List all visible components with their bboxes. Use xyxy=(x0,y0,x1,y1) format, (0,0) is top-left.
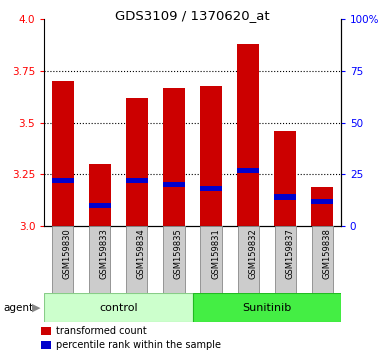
Bar xyxy=(274,131,296,226)
Bar xyxy=(163,182,185,187)
Bar xyxy=(89,164,111,226)
Text: agent: agent xyxy=(4,303,34,313)
Text: GSM159830: GSM159830 xyxy=(63,229,72,279)
FancyBboxPatch shape xyxy=(163,226,184,293)
Text: GSM159831: GSM159831 xyxy=(211,229,220,279)
Text: Sunitinib: Sunitinib xyxy=(242,303,291,313)
Bar xyxy=(52,81,74,226)
FancyBboxPatch shape xyxy=(192,293,341,322)
Text: GSM159837: GSM159837 xyxy=(285,229,294,279)
FancyBboxPatch shape xyxy=(275,226,296,293)
Bar xyxy=(200,86,222,226)
FancyBboxPatch shape xyxy=(52,226,74,293)
Bar xyxy=(200,186,222,191)
Bar xyxy=(237,44,259,226)
Bar xyxy=(126,178,148,183)
Bar xyxy=(237,167,259,173)
Bar xyxy=(126,98,148,226)
Bar xyxy=(52,178,74,183)
Text: GSM159833: GSM159833 xyxy=(100,229,109,279)
Bar xyxy=(163,87,185,226)
Legend: transformed count, percentile rank within the sample: transformed count, percentile rank withi… xyxy=(42,326,221,350)
Text: GDS3109 / 1370620_at: GDS3109 / 1370620_at xyxy=(115,9,270,22)
Text: GSM159838: GSM159838 xyxy=(322,229,331,279)
FancyBboxPatch shape xyxy=(238,226,259,293)
Text: GSM159834: GSM159834 xyxy=(137,229,146,279)
Text: control: control xyxy=(99,303,138,313)
Bar xyxy=(274,194,296,200)
FancyBboxPatch shape xyxy=(201,226,222,293)
Bar xyxy=(89,202,111,208)
FancyBboxPatch shape xyxy=(44,293,192,322)
FancyBboxPatch shape xyxy=(126,226,147,293)
Text: GSM159835: GSM159835 xyxy=(174,229,183,279)
Bar xyxy=(311,199,333,204)
Text: GSM159832: GSM159832 xyxy=(248,229,257,279)
FancyBboxPatch shape xyxy=(311,226,333,293)
Bar xyxy=(311,187,333,226)
FancyBboxPatch shape xyxy=(89,226,110,293)
Text: ▶: ▶ xyxy=(32,303,41,313)
